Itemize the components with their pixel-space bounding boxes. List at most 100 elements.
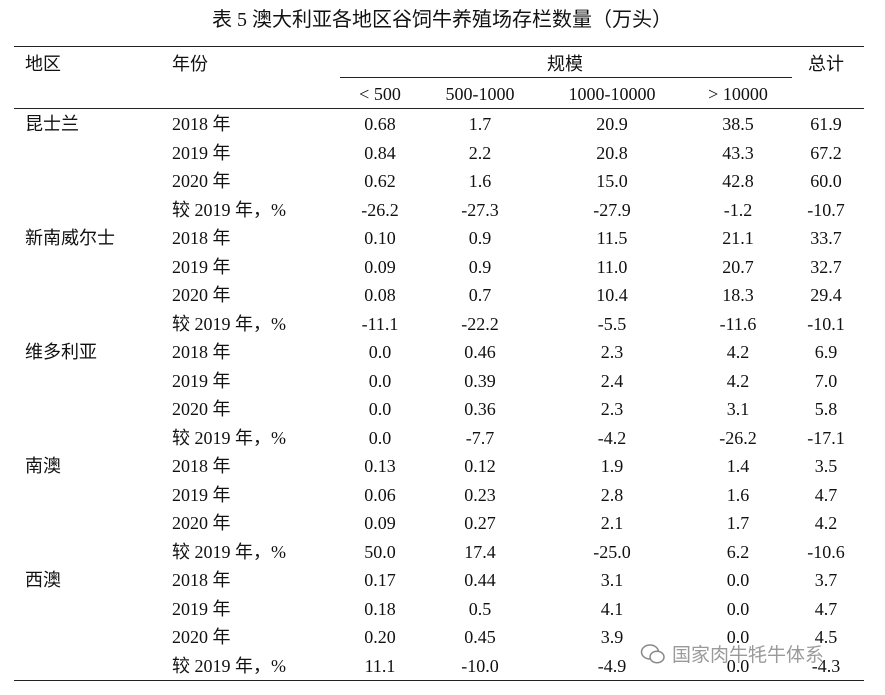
value-cell: 2.3 (600, 399, 624, 419)
value-cell: 2.8 (600, 484, 624, 505)
value-cell: 3.1 (600, 570, 624, 590)
value-cell: 17.4 (464, 541, 496, 562)
region-name: 西澳 (25, 570, 61, 590)
value-cell: 0.17 (364, 570, 396, 590)
value-cell: -11.6 (719, 313, 757, 334)
table-title: 表 5 澳大利亚各地区谷饲牛养殖场存栏数量（万头） (212, 9, 672, 31)
value-cell: 38.5 (722, 114, 754, 134)
value-cell: 5.8 (814, 399, 838, 419)
watermark-text: 国家肉牛牦牛体系 (672, 644, 825, 666)
region-name: 昆士兰 (25, 114, 79, 134)
value-cell: 0.45 (464, 627, 496, 647)
value-cell: 1.6 (726, 484, 750, 505)
value-cell: 0.23 (464, 484, 496, 505)
year-cell: 2020 年 (172, 171, 231, 191)
year-cell: 2019 年 (172, 484, 231, 505)
value-cell: 21.1 (722, 228, 754, 248)
value-cell: 4.2 (814, 513, 838, 533)
value-cell: -11.1 (361, 313, 399, 334)
top-rule (14, 46, 864, 47)
header-rule (14, 108, 864, 109)
value-cell: -1.2 (723, 199, 753, 220)
value-cell: 0.9 (468, 228, 492, 248)
header-total: 总计 (808, 54, 844, 74)
year-cell: 2018 年 (172, 342, 231, 362)
value-cell: 0.10 (364, 228, 396, 248)
scale-column-header: < 500 (359, 84, 401, 104)
value-cell: 0.12 (464, 456, 496, 476)
value-cell: 0.18 (364, 598, 396, 619)
value-cell: 0.0 (368, 399, 392, 419)
scale-column-header: 1000-10000 (568, 84, 656, 104)
value-cell: 1.7 (468, 114, 492, 134)
value-cell: 0.7 (468, 285, 492, 305)
value-cell: 10.4 (596, 285, 628, 305)
value-cell: 0.0 (726, 570, 750, 590)
value-cell: -7.7 (465, 427, 495, 448)
value-cell: 0.84 (364, 142, 396, 163)
value-cell: 18.3 (722, 285, 754, 305)
value-cell: -4.3 (811, 655, 841, 676)
value-cell: 0.5 (468, 598, 492, 619)
value-cell: 11.5 (596, 228, 628, 248)
header-scale: 规模 (547, 54, 583, 74)
value-cell: 3.1 (726, 399, 750, 419)
value-cell: 0.36 (464, 399, 496, 419)
value-cell: -10.7 (807, 199, 845, 220)
value-cell: 2.2 (468, 142, 492, 163)
value-cell: -22.2 (461, 313, 499, 334)
value-cell: 4.7 (814, 598, 838, 619)
value-cell: 6.2 (726, 541, 750, 562)
value-cell: 0.09 (364, 513, 396, 533)
value-cell: -26.2 (719, 427, 757, 448)
year-cell: 较 2019 年，% (172, 313, 286, 334)
value-cell: 4.5 (814, 627, 838, 647)
value-cell: 50.0 (364, 541, 396, 562)
value-cell: -26.2 (361, 199, 399, 220)
value-cell: -27.9 (593, 199, 631, 220)
value-cell: 7.0 (814, 370, 838, 391)
value-cell: 11.0 (596, 256, 628, 277)
year-cell: 2018 年 (172, 114, 231, 134)
value-cell: 3.7 (814, 570, 838, 590)
year-cell: 2019 年 (172, 142, 231, 163)
value-cell: 1.4 (726, 456, 750, 476)
value-cell: 0.06 (364, 484, 396, 505)
header-year: 年份 (172, 54, 208, 74)
value-cell: 43.3 (722, 142, 754, 163)
value-cell: 0.13 (364, 456, 396, 476)
value-cell: 29.4 (810, 285, 842, 305)
value-cell: 4.2 (726, 370, 750, 391)
value-cell: 2.4 (600, 370, 624, 391)
sub-rule (340, 77, 792, 78)
year-cell: 较 2019 年，% (172, 427, 286, 448)
value-cell: 20.9 (596, 114, 628, 134)
value-cell: 4.7 (814, 484, 838, 505)
value-cell: 67.2 (810, 142, 842, 163)
value-cell: 0.0 (368, 342, 392, 362)
value-cell: 3.5 (814, 456, 838, 476)
value-cell: 11.1 (364, 655, 396, 676)
value-cell: 60.0 (810, 171, 842, 191)
value-cell: -27.3 (461, 199, 499, 220)
value-cell: 0.20 (364, 627, 396, 647)
year-cell: 2020 年 (172, 399, 231, 419)
year-cell: 2020 年 (172, 513, 231, 533)
value-cell: 61.9 (810, 114, 842, 134)
value-cell: 0.27 (464, 513, 496, 533)
value-cell: 0.0 (368, 370, 392, 391)
value-cell: -17.1 (807, 427, 845, 448)
value-cell: 1.6 (468, 171, 492, 191)
value-cell: 0.68 (364, 114, 396, 134)
year-cell: 2018 年 (172, 456, 231, 476)
value-cell: 2.1 (600, 513, 624, 533)
value-cell: 33.7 (810, 228, 842, 248)
value-cell: 4.2 (726, 342, 750, 362)
header-region: 地区 (25, 54, 61, 74)
scale-column-header: 500-1000 (445, 84, 515, 104)
value-cell: 3.9 (600, 627, 624, 647)
value-cell: 15.0 (596, 171, 628, 191)
region-name: 维多利亚 (25, 342, 97, 362)
value-cell: 32.7 (810, 256, 842, 277)
